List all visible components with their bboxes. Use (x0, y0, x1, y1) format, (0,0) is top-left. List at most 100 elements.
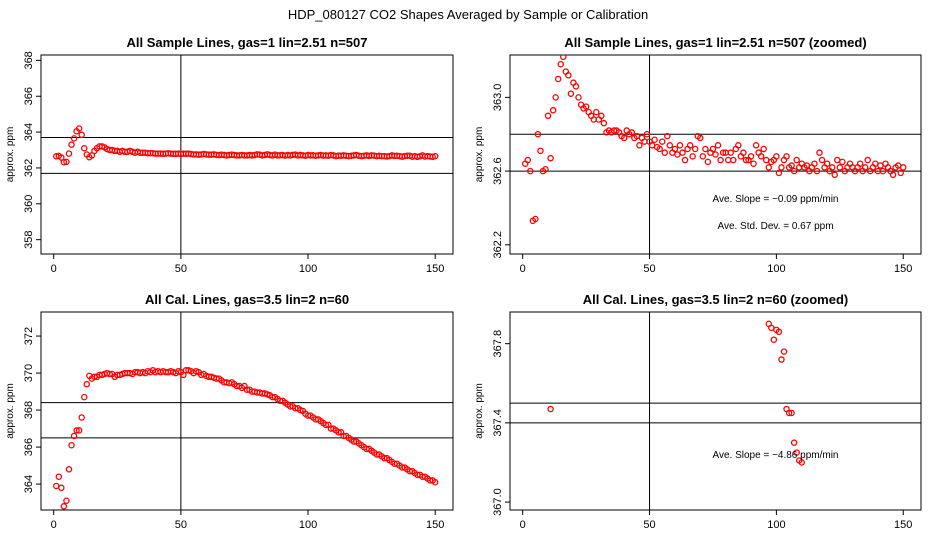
data-point (534, 130, 542, 138)
data-point (717, 156, 724, 164)
data-point (834, 156, 841, 164)
data-point (724, 156, 732, 164)
data-point (671, 145, 679, 153)
data-point (554, 75, 562, 83)
data-point (689, 153, 696, 160)
data-point (712, 151, 719, 158)
data-point (549, 107, 557, 114)
data-point (78, 131, 85, 139)
chart-title: All Cal. Lines, gas=3.5 lin=2 n=60 (zoom… (583, 292, 849, 307)
data-point (75, 427, 83, 434)
x-tick-label: 0 (520, 263, 526, 275)
data-point (335, 429, 342, 436)
data-point (600, 119, 608, 127)
x-tick-label: 0 (51, 519, 57, 531)
x-tick-label: 50 (643, 263, 655, 275)
data-point (730, 156, 737, 164)
y-tick-label: 370 (23, 364, 35, 382)
data-point (575, 94, 582, 101)
x-tick-label: 100 (767, 519, 785, 531)
data-point (727, 149, 734, 156)
data-point (828, 164, 836, 171)
x-tick-label: 50 (643, 519, 655, 531)
data-point (798, 459, 806, 466)
data-point (65, 466, 73, 473)
x-tick-label: 150 (894, 519, 912, 531)
data-point (628, 129, 636, 136)
data-point (770, 336, 778, 343)
data-point (80, 393, 88, 401)
x-tick-label: 150 (894, 263, 912, 275)
y-tick-label: 360 (23, 195, 35, 213)
data-point (582, 103, 590, 110)
data-point (60, 503, 68, 510)
y-axis-label: approx. ppm (474, 383, 485, 439)
data-point (666, 142, 674, 149)
data-point (658, 138, 666, 145)
chart-title: All Cal. Lines, gas=3.5 lin=2 n=60 (145, 292, 349, 307)
data-point (53, 482, 60, 490)
plot-frame (509, 54, 922, 255)
data-point (793, 156, 800, 164)
panel-all-sample-lines-zoomed: All Sample Lines, gas=1 lin=2.51 n=507 (… (474, 35, 922, 275)
panel-all-cal-lines: All Cal. Lines, gas=3.5 lin=2 n=60 approx… (5, 292, 454, 531)
data-point (773, 153, 780, 160)
y-axis-label: approx. ppm (474, 127, 485, 183)
chart-title: All Sample Lines, gas=1 lin=2.51 n=507 (127, 35, 368, 50)
x-tick-label: 100 (299, 519, 317, 531)
data-point (75, 125, 83, 132)
data-point (68, 141, 75, 148)
panel-all-cal-lines-zoomed: All Cal. Lines, gas=3.5 lin=2 n=60 (zoom… (474, 292, 922, 531)
data-point (544, 112, 552, 120)
data-point (897, 169, 904, 177)
y-tick-label: 367.4 (492, 409, 504, 437)
data-point (783, 153, 790, 160)
data-point (740, 149, 747, 156)
data-point (70, 432, 78, 440)
y-tick-label: 363.0 (492, 84, 504, 112)
data-point (778, 164, 785, 171)
data-point (542, 165, 549, 173)
data-point (537, 147, 544, 155)
data-point (58, 154, 65, 161)
data-point (877, 162, 884, 169)
data-point (547, 154, 554, 162)
data-point (775, 169, 783, 177)
y-tick-label: 362.6 (492, 157, 504, 185)
data-series (53, 125, 439, 166)
data-point (760, 145, 767, 153)
data-point (752, 142, 760, 149)
data-series (521, 55, 907, 225)
data-point (681, 156, 689, 164)
data-point (889, 171, 897, 179)
data-point (793, 449, 800, 456)
data-point (702, 145, 709, 153)
y-tick-label: 358 (23, 230, 35, 248)
data-point (762, 156, 770, 164)
y-tick-label: 362 (23, 159, 35, 177)
x-tick-label: 150 (426, 263, 444, 275)
data-point (431, 152, 439, 160)
x-tick-label: 100 (299, 263, 317, 275)
annotation: Ave. Slope = −0.09 ppm/min (712, 194, 838, 205)
data-point (697, 134, 704, 142)
y-tick-label: 368 (23, 401, 35, 419)
data-point (768, 324, 775, 332)
data-point (661, 149, 669, 156)
y-tick-label: 372 (23, 327, 35, 345)
data-point (65, 150, 73, 157)
data-point (816, 149, 823, 156)
x-tick-label: 0 (520, 519, 526, 531)
data-point (180, 371, 187, 379)
data-point (879, 167, 887, 175)
data-point (636, 142, 643, 149)
panel-all-sample-lines: All Sample Lines, gas=1 lin=2.51 n=507 ap… (5, 35, 454, 275)
chart-title: All Sample Lines, gas=1 lin=2.51 n=507 (… (564, 35, 866, 50)
annotation: Ave. Std. Dev. = 0.67 ppm (717, 221, 833, 232)
data-point (651, 136, 658, 144)
data-point (674, 151, 681, 158)
data-point (73, 427, 80, 434)
data-point (676, 142, 684, 149)
plot-frame (40, 54, 454, 255)
